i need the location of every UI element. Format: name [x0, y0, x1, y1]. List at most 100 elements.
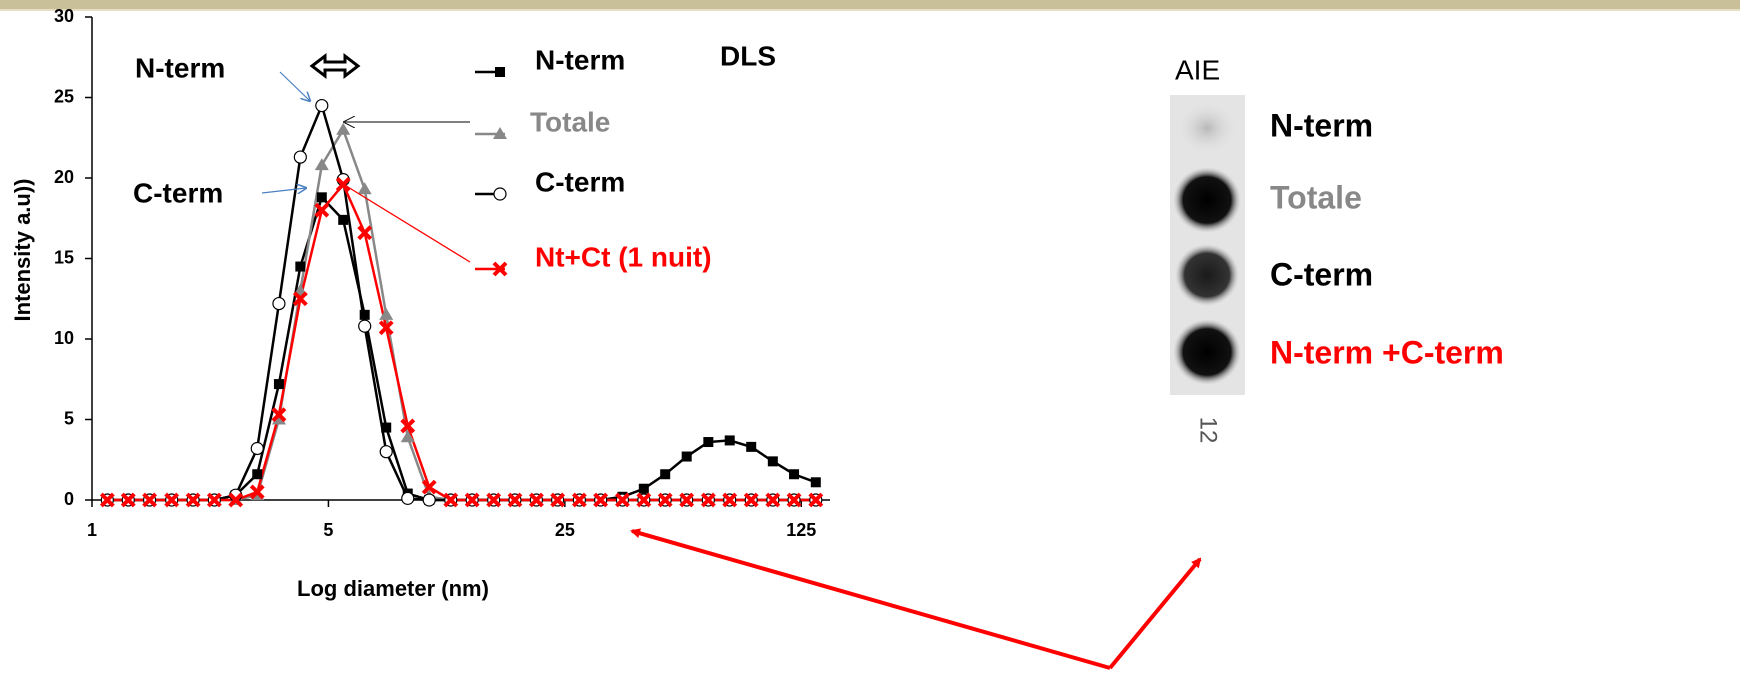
marker [295, 261, 306, 272]
marker [765, 492, 781, 508]
marker [743, 492, 759, 508]
y-axis-label: Intensity a.u)) [10, 178, 35, 321]
marker [316, 192, 327, 203]
x-tick-label: 125 [786, 520, 816, 540]
marker [615, 492, 630, 508]
y-tick-label: 15 [54, 247, 74, 267]
marker [164, 492, 180, 508]
marker [359, 309, 370, 320]
marker [400, 418, 416, 434]
marker [679, 492, 695, 508]
marker [660, 469, 671, 480]
marker [810, 477, 821, 488]
blot-label: N-term +C-term [1270, 334, 1504, 370]
marker [746, 441, 757, 452]
marker [292, 291, 308, 307]
marker [767, 456, 778, 467]
marker [528, 492, 544, 508]
marker [357, 182, 372, 195]
marker [638, 483, 649, 494]
marker [358, 319, 372, 333]
marker [185, 492, 201, 508]
marker [272, 296, 286, 311]
y-tick-label: 10 [54, 328, 74, 348]
marker [593, 492, 609, 508]
marker [228, 492, 244, 508]
marker [271, 412, 286, 425]
x-tick-label: 25 [555, 520, 575, 540]
blot-dot [1173, 167, 1241, 233]
marker [700, 492, 716, 508]
marker [703, 437, 714, 448]
marker [293, 150, 307, 164]
marker [338, 214, 349, 225]
marker [486, 492, 502, 508]
y-tick-label: 30 [54, 6, 74, 26]
blot-dot [1173, 319, 1241, 385]
annotation-arrow [279, 71, 310, 101]
marker [401, 491, 415, 505]
marker [724, 435, 735, 446]
y-tick-label: 5 [64, 408, 74, 428]
legend-label: C-term [535, 166, 625, 197]
marker [357, 225, 373, 241]
legend-marker [493, 187, 507, 201]
annotation: DLS [720, 40, 776, 71]
blot-dot [1177, 102, 1237, 154]
marker [314, 158, 329, 171]
marker [381, 422, 392, 433]
marker [315, 98, 329, 113]
marker [379, 307, 394, 320]
marker [252, 469, 263, 480]
pointer-arrow [1108, 557, 1202, 670]
marker [443, 492, 459, 508]
marker [142, 492, 158, 508]
y-tick-label: 20 [54, 167, 74, 187]
marker [422, 493, 436, 507]
marker [314, 202, 330, 218]
legend-label: Totale [530, 106, 610, 137]
blot-label: Totale [1270, 179, 1362, 215]
marker [206, 492, 222, 508]
marker [249, 484, 265, 500]
legend-marker [495, 67, 505, 77]
marker [336, 122, 351, 135]
marker [273, 379, 284, 390]
blot-label: C-term [1270, 256, 1373, 292]
annotation: C-term [133, 177, 223, 208]
legend-label: N-term [535, 44, 625, 75]
marker [271, 407, 287, 423]
blot-lane: 12 [1195, 417, 1222, 444]
marker [120, 492, 136, 508]
legend-marker [492, 261, 508, 277]
series-line [107, 182, 816, 502]
marker [657, 492, 673, 508]
marker [400, 430, 415, 443]
blot-dot [1175, 244, 1239, 306]
marker [571, 492, 587, 508]
marker [808, 492, 824, 508]
x-axis-label: Log diameter (nm) [297, 576, 489, 601]
annotation-arrow [261, 188, 306, 193]
top-bar [0, 0, 1740, 9]
y-tick-label: 0 [64, 489, 74, 509]
pointer-arrow [630, 528, 1111, 670]
marker [421, 479, 437, 495]
marker [722, 492, 738, 508]
marker [786, 492, 802, 508]
marker [507, 492, 523, 508]
y-tick-label: 25 [54, 86, 74, 106]
marker [250, 441, 264, 456]
marker [681, 451, 692, 462]
legend-marker [493, 127, 507, 139]
marker [379, 445, 393, 459]
legend-label: Nt+Ct (1 nuit) [535, 241, 712, 272]
marker [99, 492, 115, 508]
marker [378, 320, 394, 336]
x-tick-label: 5 [323, 520, 333, 540]
marker [550, 492, 566, 508]
marker [636, 492, 652, 508]
annotation-line [342, 183, 471, 263]
